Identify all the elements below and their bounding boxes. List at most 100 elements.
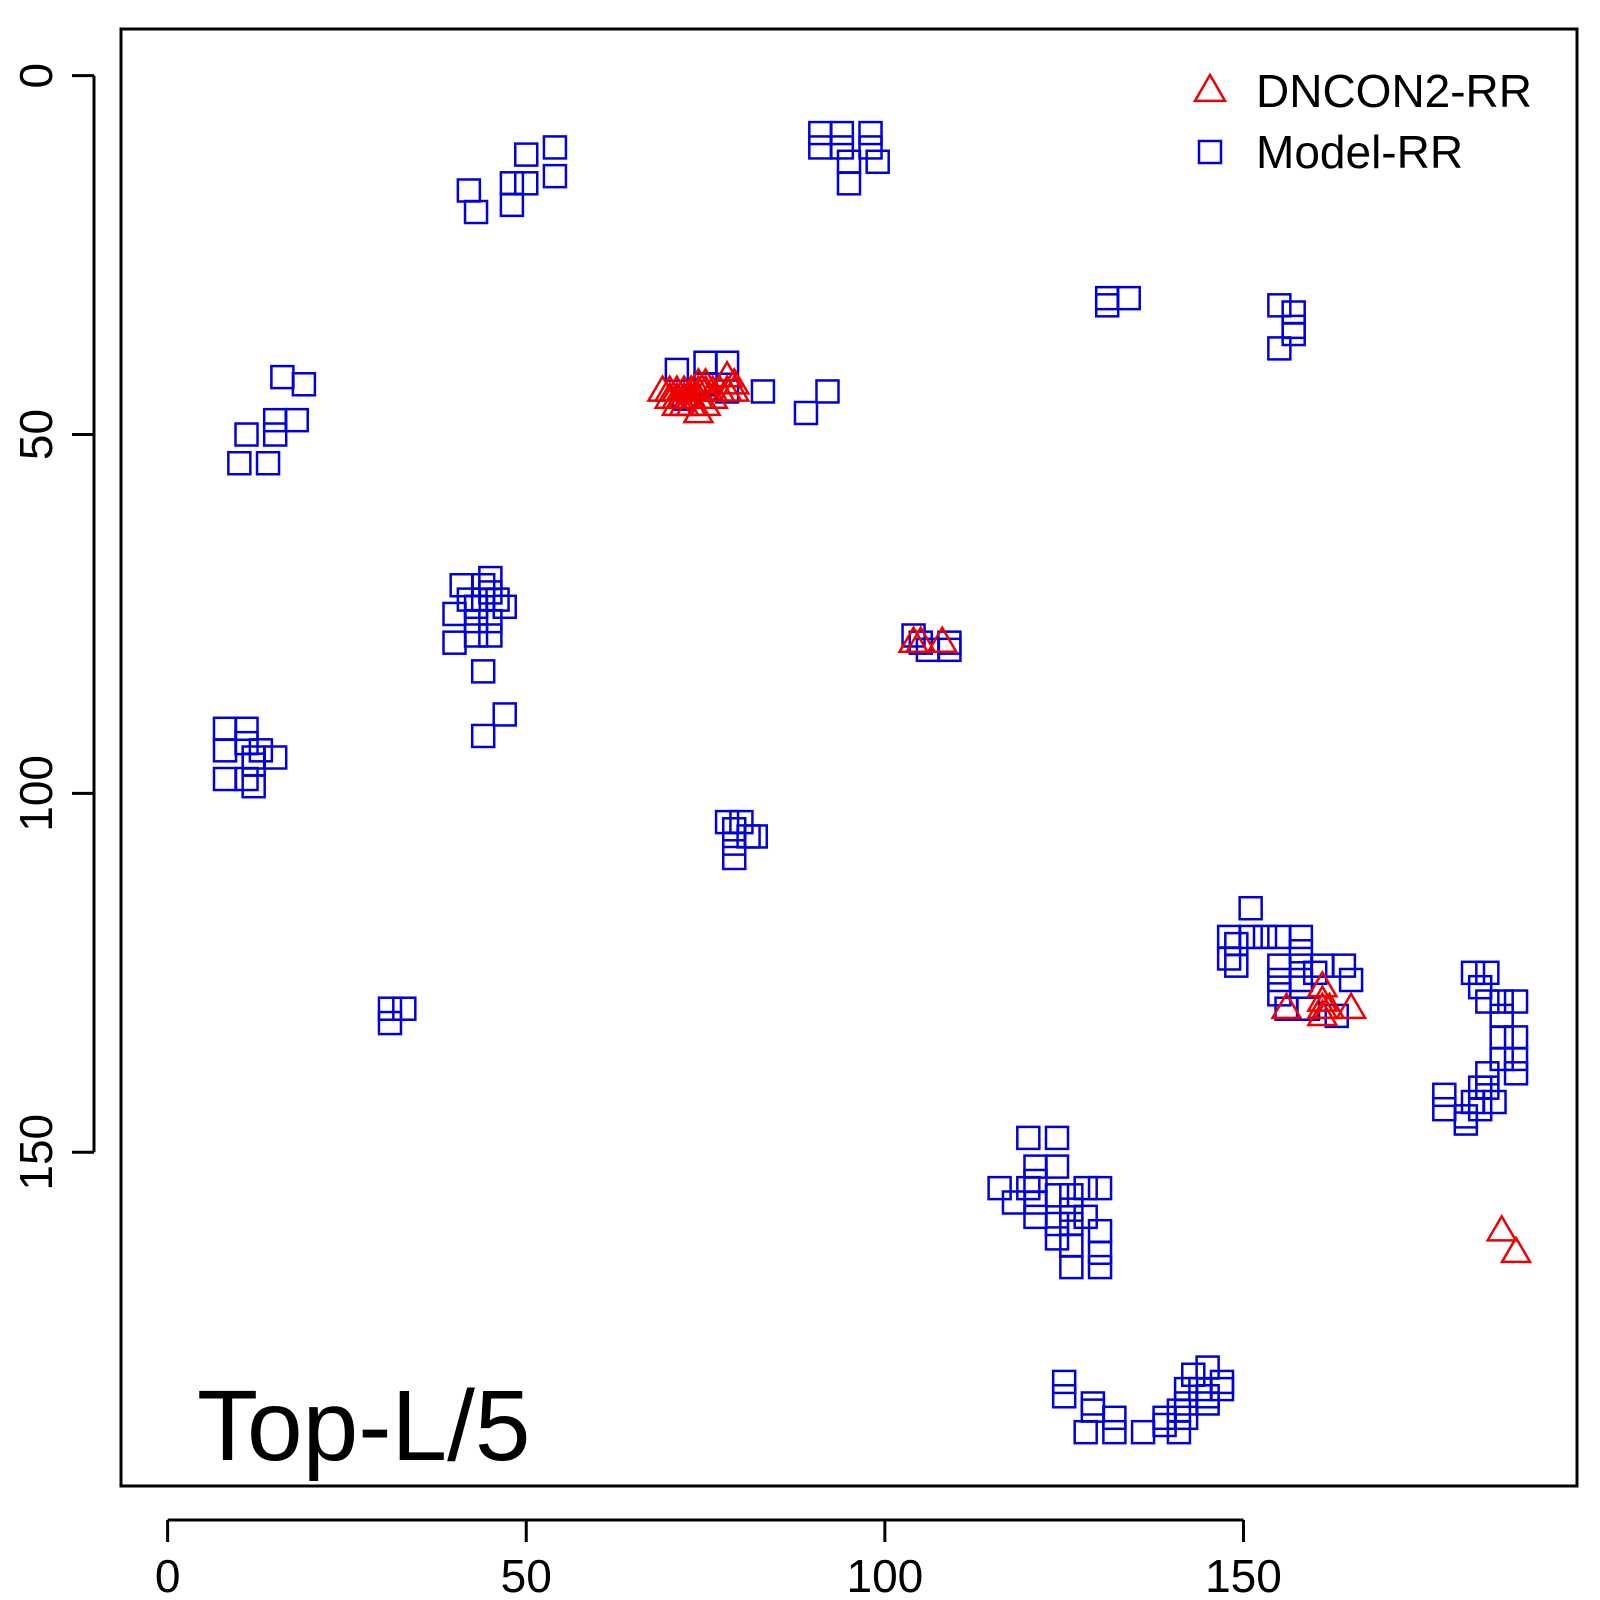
model-rr-point xyxy=(1281,321,1306,347)
model-rr-point xyxy=(1059,1254,1084,1280)
model-rr-point xyxy=(1051,1384,1077,1409)
model-rr-point xyxy=(664,357,690,383)
model-rr-point xyxy=(463,608,489,634)
model-rr-point xyxy=(1267,924,1292,950)
model-rr-point xyxy=(829,120,855,146)
model-rr-point xyxy=(284,407,309,433)
model-rr-point xyxy=(513,171,539,196)
model-rr-point xyxy=(499,192,525,218)
model-rr-point xyxy=(1238,924,1263,950)
dncon2-rr-point xyxy=(1485,1213,1518,1242)
model-rr-point xyxy=(793,400,819,426)
model-rr-point xyxy=(499,171,525,196)
model-rr-point xyxy=(829,135,855,160)
model-rr-point xyxy=(750,379,776,404)
legend-label: DNCON2-RR xyxy=(1256,65,1532,117)
model-rr-point xyxy=(1188,1376,1213,1402)
model-rr-point xyxy=(1482,1089,1507,1115)
model-rr-point xyxy=(1116,285,1141,311)
model-rr-point xyxy=(1044,1125,1070,1151)
model-rr-point xyxy=(449,572,474,598)
model-rr-point xyxy=(1181,1362,1206,1388)
model-rr-point xyxy=(1044,1211,1070,1237)
model-rr-point xyxy=(478,623,503,648)
model-rr-point xyxy=(1073,1204,1098,1230)
model-rr-point xyxy=(714,809,740,835)
legend: DNCON2-RR Model-RR xyxy=(1192,65,1532,178)
plot-frame xyxy=(119,27,1579,1488)
model-rr-point xyxy=(743,824,769,849)
x-tick-label: 150 xyxy=(1205,1550,1282,1600)
model-rr-point xyxy=(542,163,568,189)
model-rr-point xyxy=(736,824,761,849)
model-rr-point xyxy=(262,422,288,447)
model-rr-point xyxy=(1489,1025,1514,1050)
model-rr-point xyxy=(1166,1398,1192,1423)
model-rr-point xyxy=(1087,1240,1113,1265)
model-rr-point xyxy=(234,766,259,792)
chart-annotation: Top-L/5 xyxy=(197,1370,531,1482)
model-rr-point xyxy=(865,149,890,175)
dncon2-rr-point xyxy=(1313,991,1346,1020)
x-axis: 0 50 100 150 xyxy=(155,1518,1282,1600)
model-rr-point xyxy=(1267,953,1292,978)
dncon2-rr-point xyxy=(926,625,959,654)
model-rr-point xyxy=(456,178,482,203)
model-rr-point xyxy=(1503,1061,1529,1086)
model-rr-point xyxy=(1432,1096,1457,1122)
model-rr-point xyxy=(262,745,288,770)
y-tick-label: 50 xyxy=(10,409,62,460)
model-rr-point xyxy=(442,601,467,627)
model-rr-point xyxy=(1503,1025,1529,1050)
dncon2-rr-point xyxy=(718,374,751,402)
dncon2-rr-point xyxy=(710,359,744,388)
model-rr-point xyxy=(1073,1419,1098,1445)
model-rr-point xyxy=(262,407,288,433)
model-rr-point xyxy=(470,659,496,684)
dncon2-rr-point xyxy=(696,381,729,410)
model-rr-point xyxy=(1467,974,1493,1000)
model-rr-point xyxy=(463,594,489,620)
dncon2-rr-point xyxy=(1270,991,1303,1020)
model-rr-point xyxy=(1460,960,1486,986)
model-rr-point xyxy=(1195,1391,1220,1416)
x-tick-label: 0 xyxy=(155,1550,181,1600)
model-rr-point xyxy=(478,608,503,634)
model-rr-point xyxy=(721,831,747,856)
model-rr-point xyxy=(255,450,281,476)
model-rr-point xyxy=(542,135,568,160)
model-rr-point xyxy=(1051,1369,1077,1395)
x-tick-label: 50 xyxy=(501,1550,552,1600)
model-rr-point xyxy=(234,730,259,756)
model-rr-point xyxy=(463,199,489,225)
points-layer xyxy=(212,120,1533,1445)
model-rr-point xyxy=(470,587,496,612)
model-rr-point xyxy=(858,120,883,146)
model-rr-point xyxy=(1489,1046,1514,1072)
legend-label: Model-RR xyxy=(1256,126,1463,178)
model-rr-point xyxy=(1094,285,1120,311)
dncon2-rr-point xyxy=(1306,998,1339,1027)
model-rr-point xyxy=(1044,1154,1070,1179)
dncon2-rr-point xyxy=(689,388,722,417)
model-rr-point xyxy=(1224,931,1249,957)
model-rr-point xyxy=(1073,1175,1098,1201)
model-rr-point xyxy=(1467,1075,1493,1100)
model-rr-point xyxy=(485,587,510,612)
model-rr-point xyxy=(1467,1096,1493,1122)
model-rr-point xyxy=(1475,1075,1500,1100)
model-rr-point xyxy=(1080,1398,1106,1423)
model-rr-point xyxy=(1288,939,1314,964)
model-rr-point xyxy=(212,766,238,792)
model-rr-point xyxy=(241,752,266,777)
model-rr-point xyxy=(1209,1369,1235,1395)
model-rr-point xyxy=(1087,1218,1113,1244)
model-rr-point xyxy=(1453,1104,1479,1129)
model-rr-point xyxy=(1475,960,1500,986)
model-rr-point xyxy=(1173,1376,1199,1402)
model-rr-point xyxy=(470,572,496,598)
model-rr-point xyxy=(212,738,238,763)
model-rr-point xyxy=(234,716,259,742)
model-rr-point xyxy=(1432,1082,1457,1108)
model-rr-point xyxy=(1044,1226,1070,1251)
